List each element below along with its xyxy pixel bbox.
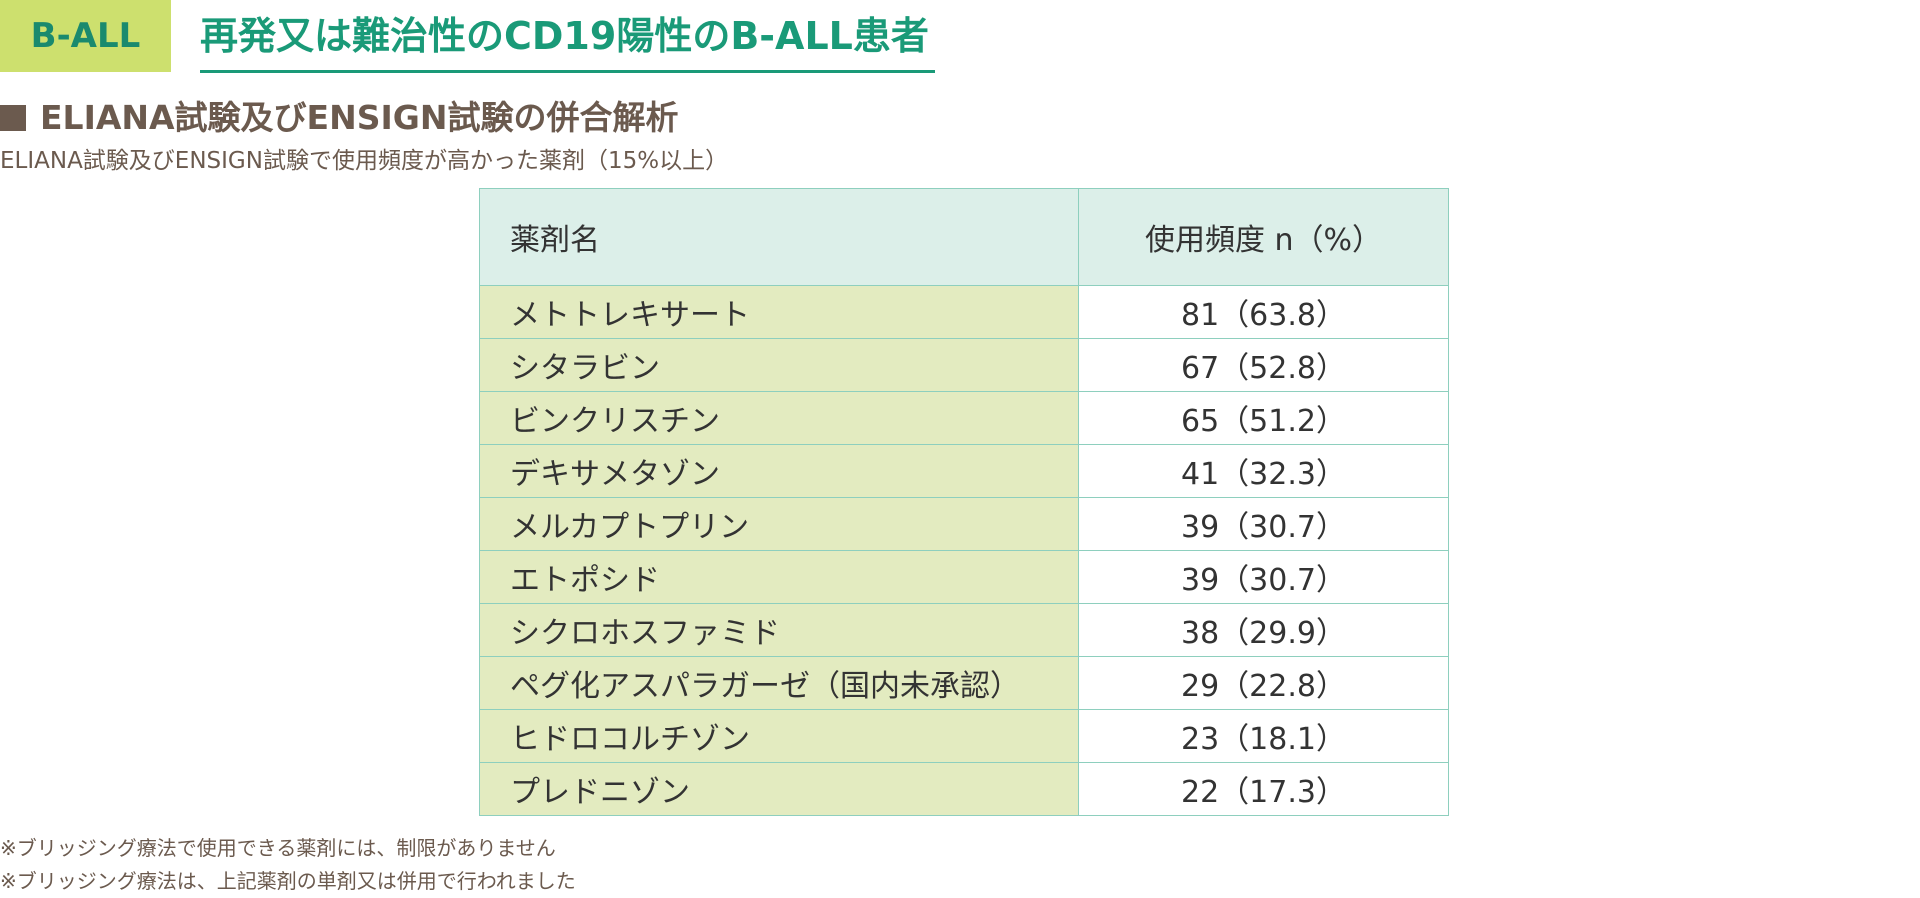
frequency-cell: 81（63.8） — [1078, 285, 1449, 339]
frequency-cell: 23（18.1） — [1078, 709, 1449, 763]
drug-name-cell: シクロホスファミド — [479, 603, 1079, 657]
column-header-frequency: 使用頻度 n（%） — [1078, 188, 1449, 286]
drug-name-cell: メルカプトプリン — [479, 497, 1079, 551]
table-caption: ELIANA試験及びENSIGN試験で使用頻度が高かった薬剤（15%以上） — [0, 148, 729, 174]
drug-name-cell: メトトレキサート — [479, 285, 1079, 339]
frequency-cell: 65（51.2） — [1078, 391, 1449, 445]
footnotes: ※ブリッジング療法で使用できる薬剤には、制限がありません ※ブリッジング療法は、… — [0, 832, 576, 898]
title-underline — [200, 70, 935, 73]
frequency-cell: 29（22.8） — [1078, 656, 1449, 710]
drug-name-cell: ビンクリスチン — [479, 391, 1079, 445]
drug-name-cell: プレドニゾン — [479, 762, 1079, 816]
frequency-cell: 22（17.3） — [1078, 762, 1449, 816]
frequency-cell: 39（30.7） — [1078, 550, 1449, 604]
square-bullet-icon — [0, 105, 26, 131]
table-row: デキサメタゾン 41（32.3） — [479, 444, 1449, 498]
drug-frequency-table: 薬剤名 使用頻度 n（%） メトトレキサート 81（63.8） シタラビン 67… — [479, 188, 1449, 816]
drug-name-cell: デキサメタゾン — [479, 444, 1079, 498]
table-row: メルカプトプリン 39（30.7） — [479, 497, 1449, 551]
column-header-drug-name: 薬剤名 — [479, 188, 1079, 286]
page-header: B-ALL 再発又は難治性のCD19陽性のB-ALL患者 — [0, 0, 940, 73]
table-row: エトポシド 39（30.7） — [479, 550, 1449, 604]
drug-name-cell: シタラビン — [479, 338, 1079, 392]
frequency-cell: 38（29.9） — [1078, 603, 1449, 657]
table-row: メトトレキサート 81（63.8） — [479, 285, 1449, 339]
drug-name-cell: エトポシド — [479, 550, 1079, 604]
table-row: シタラビン 67（52.8） — [479, 338, 1449, 392]
table-row: シクロホスファミド 38（29.9） — [479, 603, 1449, 657]
category-badge: B-ALL — [0, 0, 171, 72]
frequency-cell: 67（52.8） — [1078, 338, 1449, 392]
section-heading-text: ELIANA試験及びENSIGN試験の併合解析 — [40, 98, 679, 137]
frequency-cell: 39（30.7） — [1078, 497, 1449, 551]
table-row: ビンクリスチン 65（51.2） — [479, 391, 1449, 445]
frequency-cell: 41（32.3） — [1078, 444, 1449, 498]
footnote: ※ブリッジング療法は、上記薬剤の単剤又は併用で行われました — [0, 869, 576, 893]
drug-name-cell: ヒドロコルチゾン — [479, 709, 1079, 763]
table-header-row: 薬剤名 使用頻度 n（%） — [479, 188, 1449, 286]
section-heading: ELIANA試験及びENSIGN試験の併合解析 — [0, 96, 678, 140]
table-row: ヒドロコルチゾン 23（18.1） — [479, 709, 1449, 763]
page-title: 再発又は難治性のCD19陽性のB-ALL患者 — [200, 14, 929, 58]
table-row: ペグ化アスパラガーゼ（国内未承認） 29（22.8） — [479, 656, 1449, 710]
table-row: プレドニゾン 22（17.3） — [479, 762, 1449, 816]
footnote: ※ブリッジング療法で使用できる薬剤には、制限がありません — [0, 836, 556, 860]
drug-name-cell: ペグ化アスパラガーゼ（国内未承認） — [479, 656, 1079, 710]
